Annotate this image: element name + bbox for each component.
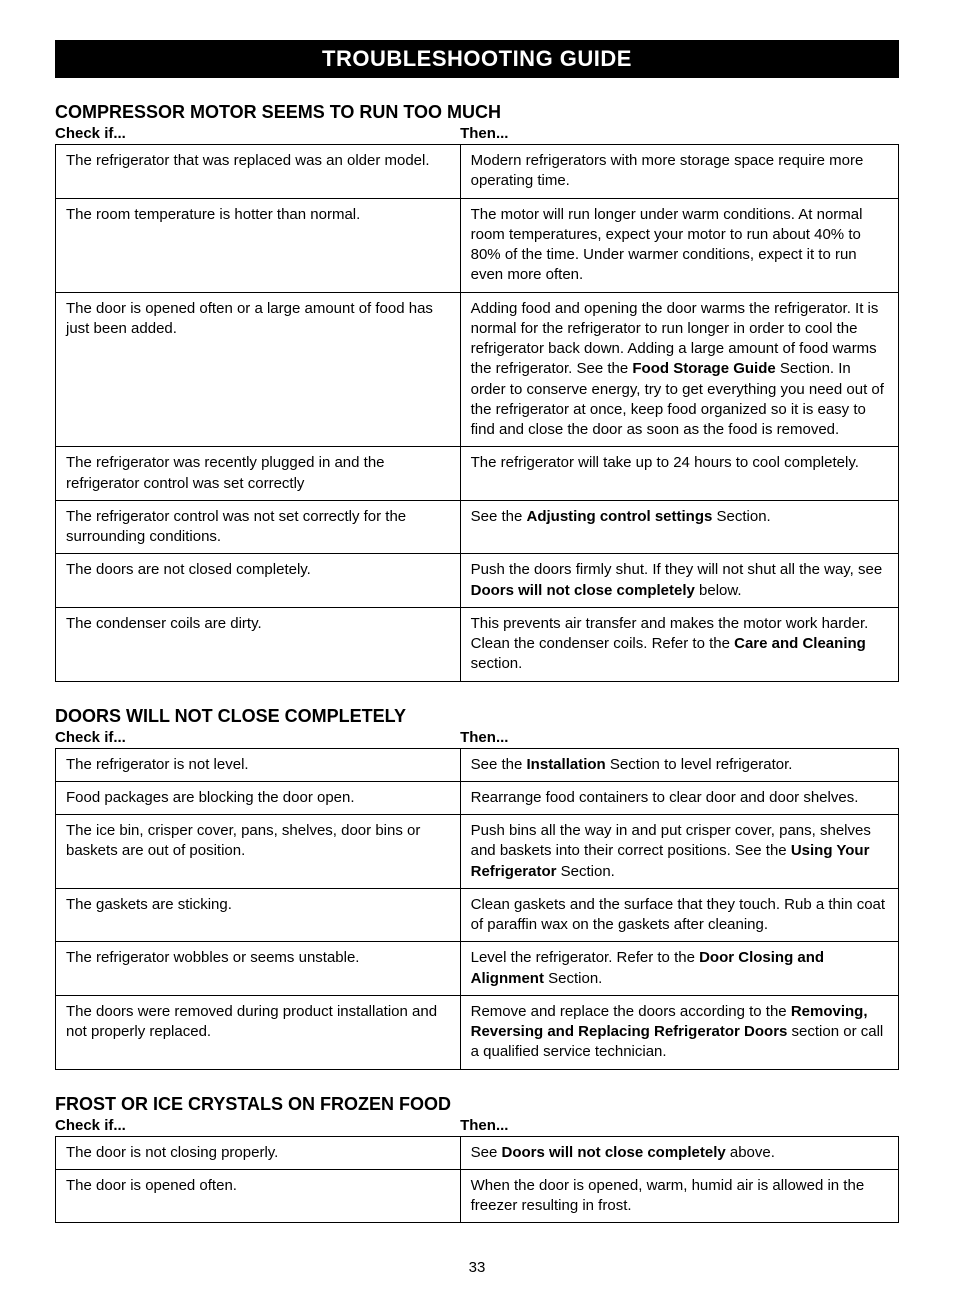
then-header: Then... [460, 1117, 899, 1134]
table-row: The ice bin, crisper cover, pans, shelve… [56, 815, 899, 889]
table-row: The condenser coils are dirty.This preve… [56, 607, 899, 681]
check-cell: The door is opened often or a large amou… [56, 292, 461, 447]
bold-text: Installation [527, 756, 606, 773]
then-cell: Level the refrigerator. Refer to the Doo… [460, 942, 898, 996]
then-cell: Push bins all the way in and put crisper… [460, 815, 898, 889]
page-banner: TROUBLESHOOTING GUIDE [55, 40, 899, 78]
table-row: The door is not closing properly.See Doo… [56, 1136, 899, 1169]
table-row: Food packages are blocking the door open… [56, 781, 899, 814]
check-cell: The doors are not closed completely. [56, 554, 461, 608]
troubleshoot-table: The door is not closing properly.See Doo… [55, 1136, 899, 1224]
table-row: The doors are not closed completely.Push… [56, 554, 899, 608]
section-title: COMPRESSOR MOTOR SEEMS TO RUN TOO MUCH [55, 102, 899, 123]
bold-text: Door Closing and Alignment [471, 949, 824, 986]
table-row: The doors were removed during product in… [56, 995, 899, 1069]
then-cell: Adding food and opening the door warms t… [460, 292, 898, 447]
then-cell: This prevents air transfer and makes the… [460, 607, 898, 681]
section-title: FROST OR ICE CRYSTALS ON FROZEN FOOD [55, 1094, 899, 1115]
table-row: The refrigerator is not level.See the In… [56, 748, 899, 781]
then-cell: The motor will run longer under warm con… [460, 198, 898, 292]
sections-container: COMPRESSOR MOTOR SEEMS TO RUN TOO MUCH Ch… [55, 102, 899, 1223]
then-cell: When the door is opened, warm, humid air… [460, 1169, 898, 1223]
then-cell: Remove and replace the doors according t… [460, 995, 898, 1069]
check-cell: The condenser coils are dirty. [56, 607, 461, 681]
bold-text: Doors will not close completely [471, 582, 695, 599]
troubleshoot-table: The refrigerator is not level.See the In… [55, 748, 899, 1070]
then-cell: Modern refrigerators with more storage s… [460, 145, 898, 199]
column-headers: Check if...Then... [55, 1117, 899, 1134]
then-cell: See the Adjusting control settings Secti… [460, 500, 898, 554]
check-cell: The refrigerator that was replaced was a… [56, 145, 461, 199]
check-cell: The refrigerator was recently plugged in… [56, 447, 461, 501]
then-cell: Clean gaskets and the surface that they … [460, 888, 898, 942]
table-row: The refrigerator wobbles or seems unstab… [56, 942, 899, 996]
check-cell: The refrigerator wobbles or seems unstab… [56, 942, 461, 996]
check-cell: The door is not closing properly. [56, 1136, 461, 1169]
check-cell: The room temperature is hotter than norm… [56, 198, 461, 292]
table-row: The gaskets are sticking.Clean gaskets a… [56, 888, 899, 942]
bold-text: Doors will not close completely [501, 1144, 725, 1161]
page-number: 33 [55, 1259, 899, 1276]
table-row: The refrigerator was recently plugged in… [56, 447, 899, 501]
check-cell: The doors were removed during product in… [56, 995, 461, 1069]
then-header: Then... [460, 729, 899, 746]
table-row: The room temperature is hotter than norm… [56, 198, 899, 292]
check-cell: The door is opened often. [56, 1169, 461, 1223]
then-cell: The refrigerator will take up to 24 hour… [460, 447, 898, 501]
column-headers: Check if...Then... [55, 125, 899, 142]
check-cell: The refrigerator is not level. [56, 748, 461, 781]
check-cell: Food packages are blocking the door open… [56, 781, 461, 814]
then-cell: See the Installation Section to level re… [460, 748, 898, 781]
column-headers: Check if...Then... [55, 729, 899, 746]
table-row: The refrigerator control was not set cor… [56, 500, 899, 554]
table-row: The refrigerator that was replaced was a… [56, 145, 899, 199]
section-title: DOORS WILL NOT CLOSE COMPLETELY [55, 706, 899, 727]
bold-text: Care and Cleaning [734, 635, 866, 652]
bold-text: Removing, Reversing and Replacing Refrig… [471, 1003, 868, 1040]
bold-text: Food Storage Guide [632, 360, 775, 377]
then-cell: Push the doors firmly shut. If they will… [460, 554, 898, 608]
troubleshoot-table: The refrigerator that was replaced was a… [55, 144, 899, 682]
table-row: The door is opened often or a large amou… [56, 292, 899, 447]
check-cell: The refrigerator control was not set cor… [56, 500, 461, 554]
bold-text: Using Your Refrigerator [471, 842, 870, 879]
check-cell: The ice bin, crisper cover, pans, shelve… [56, 815, 461, 889]
table-row: The door is opened often.When the door i… [56, 1169, 899, 1223]
check-header: Check if... [55, 729, 460, 746]
check-cell: The gaskets are sticking. [56, 888, 461, 942]
bold-text: Adjusting control settings [527, 508, 713, 525]
check-header: Check if... [55, 125, 460, 142]
then-header: Then... [460, 125, 899, 142]
check-header: Check if... [55, 1117, 460, 1134]
then-cell: Rearrange food containers to clear door … [460, 781, 898, 814]
then-cell: See Doors will not close completely abov… [460, 1136, 898, 1169]
